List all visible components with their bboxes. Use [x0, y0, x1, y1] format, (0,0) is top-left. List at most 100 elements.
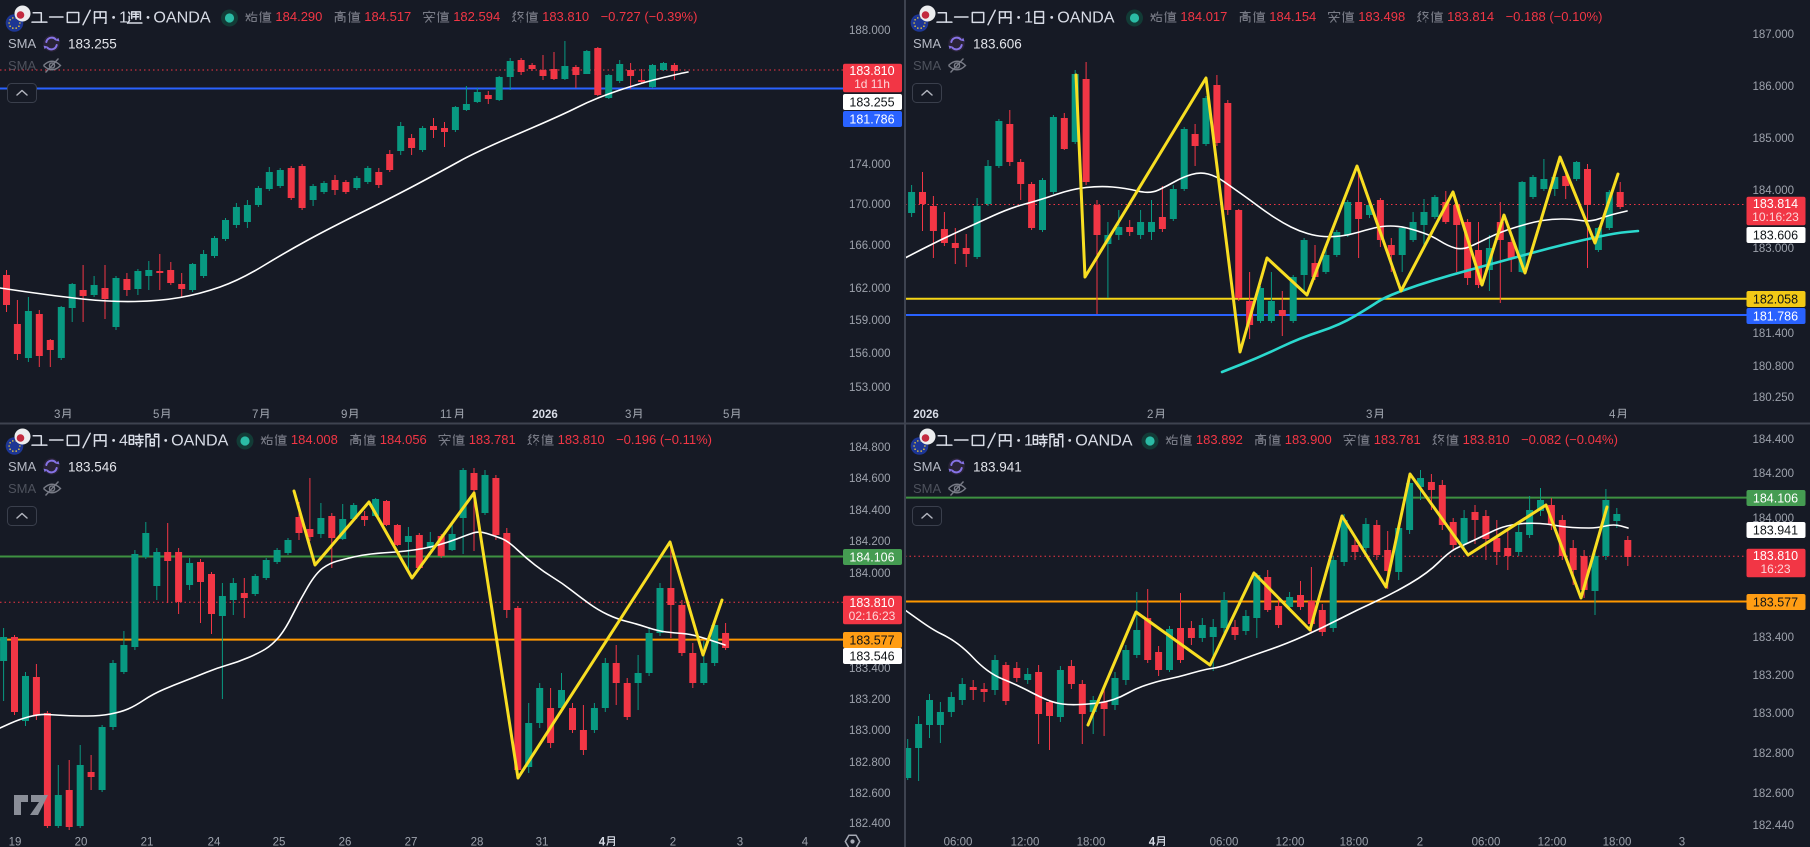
svg-text:SMA: SMA — [8, 58, 37, 73]
svg-text:24: 24 — [208, 837, 221, 847]
svg-text:18:00: 18:00 — [1077, 837, 1106, 847]
svg-text:18:00: 18:00 — [1340, 837, 1369, 847]
svg-text:159.000: 159.000 — [849, 315, 891, 327]
svg-text:3: 3 — [1366, 409, 1372, 421]
svg-text:182.800: 182.800 — [849, 757, 891, 769]
svg-text:184.154: 184.154 — [1269, 9, 1316, 24]
svg-text:184.400: 184.400 — [849, 505, 891, 517]
svg-text:3: 3 — [737, 837, 743, 847]
svg-text:170.000: 170.000 — [849, 199, 891, 211]
svg-text:183.810: 183.810 — [558, 432, 605, 447]
svg-text:7: 7 — [252, 409, 258, 421]
svg-text:1: 1 — [119, 9, 128, 27]
svg-text:183.941: 183.941 — [973, 460, 1022, 475]
svg-text:SMA: SMA — [913, 481, 942, 496]
svg-text:27: 27 — [405, 837, 418, 847]
svg-text:06:00: 06:00 — [1472, 837, 1501, 847]
svg-text:183.810: 183.810 — [1463, 432, 1510, 447]
svg-text:181.786: 181.786 — [849, 112, 894, 126]
svg-text:153.000: 153.000 — [849, 382, 891, 394]
svg-text:1d 11h: 1d 11h — [854, 77, 890, 91]
svg-text:183.810: 183.810 — [849, 596, 894, 610]
svg-text:183.498: 183.498 — [1358, 9, 1405, 24]
svg-text:06:00: 06:00 — [944, 837, 973, 847]
svg-text:3: 3 — [54, 409, 60, 421]
svg-text:184.008: 184.008 — [291, 432, 338, 447]
svg-text:180.800: 180.800 — [1753, 361, 1795, 373]
svg-text:156.000: 156.000 — [849, 348, 891, 360]
svg-text:183.941: 183.941 — [1753, 523, 1798, 537]
svg-text:1: 1 — [1024, 9, 1033, 27]
svg-text:19: 19 — [9, 837, 22, 847]
svg-text:182.440: 182.440 — [1753, 820, 1795, 832]
svg-text:162.000: 162.000 — [849, 283, 891, 295]
svg-text:184.200: 184.200 — [849, 536, 891, 548]
svg-text:2026: 2026 — [532, 409, 558, 421]
svg-text:21: 21 — [141, 837, 154, 847]
svg-text:28: 28 — [471, 837, 484, 847]
svg-text:182.600: 182.600 — [849, 788, 891, 800]
svg-text:182.594: 182.594 — [453, 9, 500, 24]
svg-text:31: 31 — [536, 837, 549, 847]
svg-text:183.781: 183.781 — [1374, 432, 1421, 447]
svg-text:02:16:23: 02:16:23 — [849, 609, 896, 623]
svg-text:12:00: 12:00 — [1276, 837, 1305, 847]
svg-text:4: 4 — [1609, 409, 1616, 421]
svg-text:187.000: 187.000 — [1753, 29, 1795, 41]
svg-text:183.606: 183.606 — [973, 37, 1022, 52]
svg-text:SMA: SMA — [8, 459, 37, 474]
svg-text:183.814: 183.814 — [1753, 197, 1798, 211]
svg-text:184.200: 184.200 — [1753, 468, 1795, 480]
svg-text:183.400: 183.400 — [1753, 632, 1795, 644]
svg-text:06:00: 06:00 — [1210, 837, 1239, 847]
svg-text:−0.188 (−0.10%): −0.188 (−0.10%) — [1506, 9, 1603, 24]
svg-text:4: 4 — [802, 837, 809, 847]
svg-text:182.800: 182.800 — [1753, 748, 1795, 760]
svg-text:SMA: SMA — [8, 481, 37, 496]
svg-text:183.810: 183.810 — [542, 9, 589, 24]
svg-text:12:00: 12:00 — [1538, 837, 1567, 847]
svg-text:183.577: 183.577 — [849, 633, 894, 647]
svg-text:OANDA: OANDA — [153, 9, 211, 27]
svg-text:SMA: SMA — [913, 58, 942, 73]
svg-text:SMA: SMA — [913, 36, 942, 51]
svg-text:184.000: 184.000 — [1753, 185, 1795, 197]
svg-text:183.400: 183.400 — [849, 663, 891, 675]
svg-text:184.517: 184.517 — [364, 9, 411, 24]
svg-text:184.000: 184.000 — [849, 568, 891, 580]
svg-text:25: 25 — [273, 837, 286, 847]
svg-text:183.892: 183.892 — [1196, 432, 1243, 447]
svg-text:10:16:23: 10:16:23 — [1752, 210, 1799, 224]
svg-text:−0.196 (−0.11%): −0.196 (−0.11%) — [616, 432, 712, 447]
svg-text:183.814: 183.814 — [1447, 9, 1494, 24]
svg-text:3: 3 — [1679, 837, 1685, 847]
svg-text:1: 1 — [1024, 432, 1033, 450]
svg-text:184.400: 184.400 — [1753, 434, 1795, 446]
svg-text:OANDA: OANDA — [1075, 432, 1133, 450]
svg-text:SMA: SMA — [913, 459, 942, 474]
svg-text:183.546: 183.546 — [68, 460, 117, 475]
svg-text:185.000: 185.000 — [1753, 133, 1795, 145]
svg-text:11: 11 — [440, 409, 452, 421]
svg-text:184.290: 184.290 — [275, 9, 322, 24]
svg-text:OANDA: OANDA — [1057, 9, 1115, 27]
svg-text:183.000: 183.000 — [1753, 708, 1795, 720]
svg-text:4: 4 — [1149, 837, 1156, 847]
svg-text:183.606: 183.606 — [1753, 228, 1798, 242]
svg-text:5: 5 — [153, 409, 159, 421]
svg-text:26: 26 — [339, 837, 352, 847]
svg-text:183.200: 183.200 — [849, 694, 891, 706]
svg-text:182.058: 182.058 — [1753, 292, 1798, 306]
svg-text:OANDA: OANDA — [171, 432, 229, 450]
svg-text:20: 20 — [75, 837, 88, 847]
svg-text:−0.082 (−0.04%): −0.082 (−0.04%) — [1521, 432, 1618, 447]
svg-text:186.000: 186.000 — [1753, 81, 1795, 93]
svg-text:SMA: SMA — [8, 36, 37, 51]
svg-text:183.577: 183.577 — [1753, 595, 1798, 609]
svg-text:12:00: 12:00 — [1011, 837, 1040, 847]
svg-text:184.600: 184.600 — [849, 473, 891, 485]
svg-text:183.200: 183.200 — [1753, 670, 1795, 682]
svg-text:183.810: 183.810 — [849, 64, 894, 78]
svg-text:2: 2 — [1417, 837, 1423, 847]
svg-text:184.800: 184.800 — [849, 442, 891, 454]
